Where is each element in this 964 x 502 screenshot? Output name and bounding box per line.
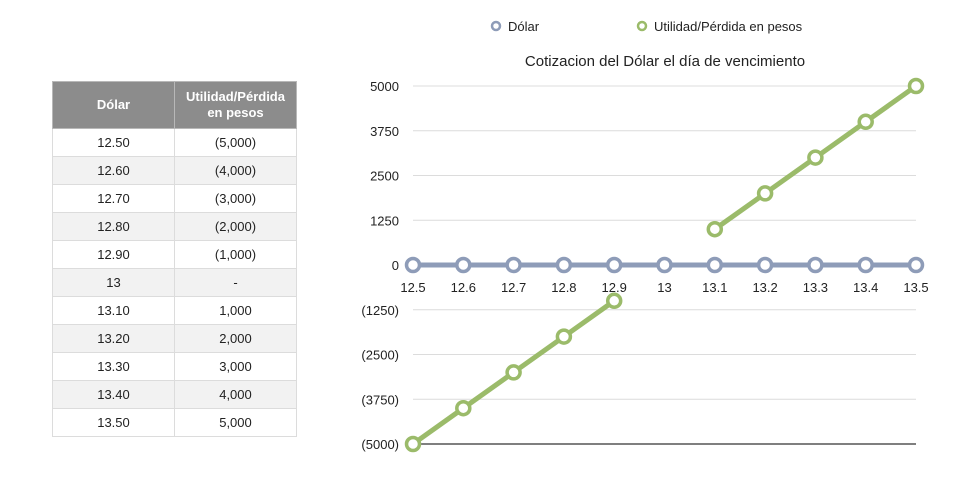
- x-tick-label: 12.5: [400, 280, 425, 295]
- cell-dolar: 13.20: [52, 324, 175, 353]
- table-header-row: Dólar Utilidad/Pérdida en pesos: [52, 81, 297, 129]
- y-tick-label: (1250): [361, 303, 399, 318]
- data-point: [756, 185, 774, 202]
- data-point: [505, 256, 522, 274]
- data-point: [455, 256, 472, 274]
- data-table: Dólar Utilidad/Pérdida en pesos 12.50 (5,…: [52, 81, 297, 437]
- data-point: [706, 256, 724, 274]
- data-point: [807, 256, 824, 274]
- x-tick-label: 12.7: [501, 280, 526, 295]
- cell-utilidad: 1,000: [174, 296, 297, 325]
- table-row: 13.10 1,000: [52, 296, 297, 325]
- data-point: [857, 256, 874, 274]
- data-point: [706, 220, 724, 238]
- x-tick-label: 13.5: [903, 280, 928, 295]
- cell-dolar: 13.30: [52, 352, 175, 381]
- table-row: 12.80 (2,000): [52, 212, 297, 241]
- cell-dolar: 12.70: [52, 184, 175, 213]
- table-row: 12.90 (1,000): [52, 240, 297, 269]
- chart-title: Cotizacion del Dólar el día de vencimien…: [525, 53, 805, 70]
- data-point: [807, 149, 824, 166]
- data-point: [555, 328, 573, 345]
- table-row: 13.50 5,000: [52, 408, 297, 437]
- cell-dolar: 12.60: [52, 156, 175, 185]
- cell-dolar: 13.50: [52, 408, 175, 437]
- cell-utilidad: 4,000: [174, 380, 297, 409]
- y-tick-label: 1250: [370, 213, 399, 228]
- x-tick-label: 13.4: [853, 280, 878, 295]
- cell-utilidad: 3,000: [174, 352, 297, 381]
- table-row: 12.50 (5,000): [52, 128, 297, 157]
- cell-dolar: 13.40: [52, 380, 175, 409]
- data-point: [404, 256, 422, 274]
- legend-marker: [490, 20, 502, 32]
- cell-dolar: 13.10: [52, 296, 175, 325]
- y-tick-label: 0: [392, 258, 399, 273]
- data-point: [756, 256, 774, 274]
- data-point: [907, 77, 925, 95]
- x-tick-label: 13.3: [803, 280, 828, 295]
- x-tick-label: 13.2: [752, 280, 777, 295]
- cell-dolar: 12.90: [52, 240, 175, 269]
- legend-marker: [636, 20, 648, 32]
- cell-utilidad: (3,000): [174, 184, 297, 213]
- data-point: [907, 256, 925, 274]
- x-tick-label: 13: [657, 280, 671, 295]
- cell-utilidad: 5,000: [174, 408, 297, 437]
- cell-dolar: 12.50: [52, 128, 175, 157]
- data-point: [605, 292, 623, 310]
- y-tick-label: 2500: [370, 169, 399, 184]
- table-row: 13.30 3,000: [52, 352, 297, 381]
- x-tick-label: 13.1: [702, 280, 727, 295]
- data-point: [455, 399, 472, 417]
- y-tick-label: (5000): [361, 437, 399, 452]
- cell-utilidad: (2,000): [174, 212, 297, 241]
- x-tick-label: 12.8: [551, 280, 576, 295]
- y-tick-label: (2500): [361, 348, 399, 363]
- data-point: [656, 256, 673, 274]
- y-tick-label: 5000: [370, 79, 399, 94]
- y-tick-label: (3750): [361, 392, 399, 407]
- legend-label: Utilidad/Pérdida en pesos: [654, 19, 803, 34]
- cell-dolar: 12.80: [52, 212, 175, 241]
- table-row: 13-: [52, 268, 297, 297]
- cell-utilidad: 2,000: [174, 324, 297, 353]
- data-point: [404, 435, 422, 453]
- table-row: 12.70 (3,000): [52, 184, 297, 213]
- cell-utilidad: (5,000): [174, 128, 297, 157]
- y-tick-label: 3750: [370, 124, 399, 139]
- data-point: [857, 113, 874, 131]
- column-header-utilidad: Utilidad/Pérdida en pesos: [174, 81, 297, 129]
- data-point: [555, 256, 573, 274]
- data-point: [505, 364, 522, 381]
- table-row: 13.20 2,000: [52, 324, 297, 353]
- column-header-dolar: Dólar: [52, 81, 175, 129]
- x-tick-label: 12.9: [602, 280, 627, 295]
- data-point: [605, 256, 623, 274]
- legend-label: Dólar: [508, 19, 540, 34]
- table-row: 13.40 4,000: [52, 380, 297, 409]
- x-tick-label: 12.6: [451, 280, 476, 295]
